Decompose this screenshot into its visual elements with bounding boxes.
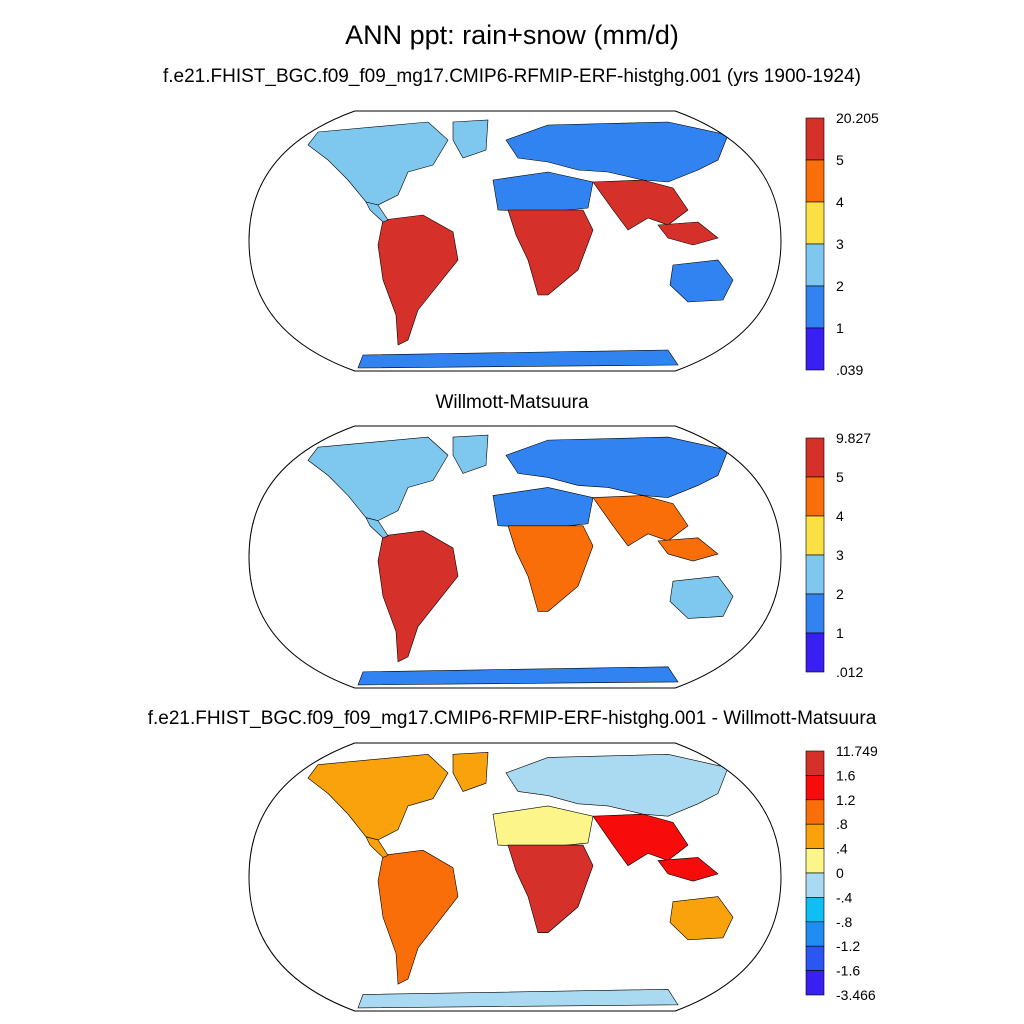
figure-title: ANN ppt: rain+snow (mm/d) xyxy=(345,20,679,50)
panel-3-colorbar-bin xyxy=(805,750,825,776)
panel-2-colorbar-bin xyxy=(805,515,825,556)
panel-3-colorbar-bin xyxy=(805,921,825,947)
panel-1-colorbar-label: 2 xyxy=(836,278,844,294)
panel-1-colorbar-label: 5 xyxy=(836,152,844,168)
panel-1-colorbar-bin xyxy=(805,201,825,245)
region-sahara xyxy=(492,487,594,529)
panel-3-colorbar-label: 0 xyxy=(836,865,844,881)
region-amazon xyxy=(377,530,459,663)
panel-3-colorbar-label: -.8 xyxy=(836,914,853,930)
panel-3-colorbar-label: -3.466 xyxy=(836,987,876,1003)
panel-1-colorbar-label: .039 xyxy=(836,362,863,378)
region-congo xyxy=(507,525,594,612)
panel-3-title: f.e21.FHIST_BGC.f09_f09_mg17.CMIP6-RFMIP… xyxy=(147,708,877,729)
region-australia xyxy=(669,575,734,619)
region-sahara xyxy=(492,805,594,848)
panel-1-colorbar: 20.205 5 4 3 2 1 .039 xyxy=(805,110,879,378)
panel-2-colorbar-label: 5 xyxy=(836,469,844,485)
panel-3-colorbar-label: .8 xyxy=(836,816,848,832)
panel-1-colorbar-label: 4 xyxy=(836,194,844,210)
panel-2-colorbar-bin xyxy=(805,632,825,673)
panel-2-colorbar-label: 3 xyxy=(836,547,844,563)
region-australia xyxy=(669,896,734,941)
panel-2-colorbar: 9.827 5 4 3 2 1 .012 xyxy=(805,430,871,680)
panel-2-colorbar-bin xyxy=(805,476,825,517)
region-southeast-asia xyxy=(657,221,719,246)
panel-1-colorbar-label: 20.205 xyxy=(836,110,879,126)
panel-3-map xyxy=(248,742,782,1012)
panel-3-colorbar-bin xyxy=(805,775,825,801)
region-southeast-asia xyxy=(657,537,719,562)
panel-3-colorbar-label: -1.6 xyxy=(836,963,860,979)
panel-3-colorbar-bin xyxy=(805,799,825,825)
region-central-america xyxy=(365,201,389,223)
region-north-america xyxy=(307,436,449,522)
panel-2-colorbar-label: .012 xyxy=(836,664,863,680)
panel-1-colorbar-bin xyxy=(805,159,825,203)
region-eurasia xyxy=(505,754,729,817)
region-congo xyxy=(507,844,594,933)
region-sahara xyxy=(492,171,594,213)
panel-2-map xyxy=(248,425,782,689)
region-amazon xyxy=(377,849,459,985)
panel-3-colorbar-label: 1.6 xyxy=(836,767,856,783)
panel-3-colorbar-label: .4 xyxy=(836,841,848,857)
panel-2-colorbar-label: 2 xyxy=(836,586,844,602)
panel-1-colorbar-bin xyxy=(805,243,825,287)
panel-3-colorbar-label: 11.749 xyxy=(836,743,878,759)
region-central-america xyxy=(365,836,389,858)
region-antarctica xyxy=(357,989,679,1009)
panel-1-colorbar-bin xyxy=(805,285,825,329)
panel-3-colorbar-bin xyxy=(805,872,825,898)
panel-1-title: f.e21.FHIST_BGC.f09_f09_mg17.CMIP6-RFMIP… xyxy=(162,66,861,87)
panel-2-colorbar-bin xyxy=(805,554,825,595)
panel-1-colorbar-label: 3 xyxy=(836,236,844,252)
panel-2-colorbar-bin xyxy=(805,593,825,634)
panel-2-colorbar-label: 1 xyxy=(836,625,844,641)
region-antarctica xyxy=(357,349,679,369)
region-southeast-asia xyxy=(657,857,719,882)
panel-3-colorbar-bin xyxy=(805,823,825,849)
panel-3-colorbar: 11.749 1.6 1.2 .8 .4 0 -.4 -.8 -1.2 -1.6 -3.466 xyxy=(805,743,878,1003)
region-australia xyxy=(669,259,734,303)
region-antarctica xyxy=(357,666,679,686)
panel-3-colorbar-bin xyxy=(805,848,825,874)
panel-3-colorbar-bin xyxy=(805,897,825,923)
panel-3-colorbar-label: -1.2 xyxy=(836,938,860,954)
panel-2-colorbar-label: 4 xyxy=(836,508,844,524)
region-eurasia xyxy=(505,436,729,498)
panel-3-colorbar-label: 1.2 xyxy=(836,792,856,808)
region-greenland xyxy=(452,434,489,474)
panel-3-colorbar-label: -.4 xyxy=(836,889,853,905)
panel-2-colorbar-label: 9.827 xyxy=(836,430,871,446)
region-greenland xyxy=(452,751,489,792)
panel-1-colorbar-label: 1 xyxy=(836,320,844,336)
region-north-america xyxy=(307,121,449,206)
panel-2-title: Willmott-Matsuura xyxy=(435,392,589,413)
region-north-america xyxy=(307,754,449,841)
region-eurasia xyxy=(505,121,729,183)
panel-1-map xyxy=(248,110,782,372)
region-central-america xyxy=(365,517,389,539)
region-congo xyxy=(507,209,594,296)
panel-2-colorbar-bin xyxy=(805,437,825,478)
panel-1-colorbar-bin xyxy=(805,117,825,161)
panel-1-colorbar-bin xyxy=(805,327,825,371)
region-amazon xyxy=(377,214,459,346)
region-greenland xyxy=(452,119,489,159)
panel-3-colorbar-bin xyxy=(805,970,825,996)
panel-3-colorbar-bin xyxy=(805,945,825,971)
